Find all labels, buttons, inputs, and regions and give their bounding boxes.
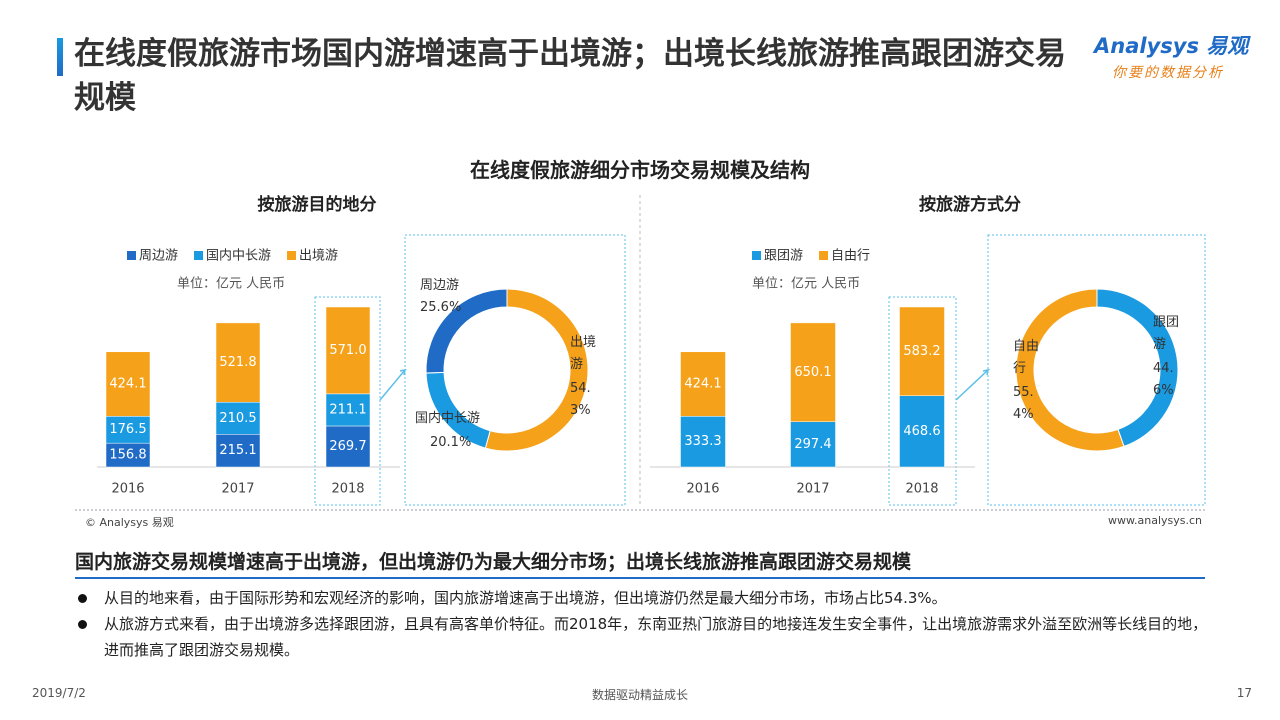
slice-value: 55.4%: [1013, 385, 1034, 422]
legend-swatch: [287, 251, 297, 260]
website: www.analysys.cn: [1108, 514, 1202, 527]
data-label: 210.5: [219, 411, 256, 426]
legend-label: 自由行: [831, 249, 870, 264]
chart-title: 按旅游目的地分: [258, 194, 377, 215]
slide-title: 在线度假旅游市场国内游增速高于出境游；出境长线旅游推高跟团游交易规模: [74, 36, 1066, 116]
bar-segment: [680, 416, 726, 468]
slice-label: 国内中长游: [415, 411, 481, 426]
bullet-dot: [78, 594, 87, 603]
data-label: 521.8: [219, 355, 256, 370]
bar-segment: [325, 393, 371, 427]
x-tick-label: 2018: [331, 482, 364, 497]
slice-value: 20.1%: [430, 435, 472, 450]
bullet-item: 从目的地来看，由于国际形势和宏观经济的影响，国内旅游增速高于出境游，但出境游仍然…: [78, 585, 1213, 611]
slice-label: 周边游: [420, 278, 460, 293]
donut-slice: [425, 288, 508, 374]
slice-label: 出境游: [570, 335, 597, 372]
bullet-text: 从目的地来看，由于国际形势和宏观经济的影响，国内旅游增速高于出境游，但出境游仍然…: [104, 589, 947, 607]
slice-value: 44.6%: [1153, 361, 1174, 398]
bar-segment: [680, 351, 726, 417]
slice-label: 自由行: [1013, 339, 1040, 376]
bar-segment: [325, 306, 371, 395]
data-label: 468.6: [903, 424, 940, 439]
section-title: 在线度假旅游细分市场交易规模及结构: [470, 158, 810, 182]
data-label: 424.1: [684, 377, 721, 392]
legend-swatch: [194, 251, 204, 260]
legend-label: 跟团游: [764, 249, 803, 264]
data-label: 571.0: [329, 343, 366, 358]
x-tick-label: 2016: [111, 482, 144, 497]
bar-segment: [215, 322, 261, 403]
bullet-item: 从旅游方式来看，由于出境游多选择跟团游，且具有高客单价特征。而2018年，东南亚…: [78, 611, 1213, 663]
unit-label: 单位：亿元 人民币: [177, 277, 285, 292]
bar-segment: [215, 402, 261, 435]
x-tick-label: 2016: [686, 482, 719, 497]
bar-segment: [105, 416, 151, 444]
highlight-box: [987, 234, 1206, 506]
x-tick-label: 2017: [221, 482, 254, 497]
bar-segment: [325, 425, 371, 468]
slice-value: 54.3%: [570, 381, 591, 418]
bar-segment: [899, 395, 945, 468]
highlight-box: [314, 296, 381, 506]
x-tick-label: 2018: [905, 482, 938, 497]
data-label: 215.1: [219, 443, 256, 458]
bar-segment: [215, 434, 261, 468]
data-label: 297.4: [794, 437, 831, 452]
bar-segment: [899, 306, 945, 396]
data-label: 650.1: [794, 365, 831, 380]
slice-value: 25.6%: [420, 300, 462, 315]
data-label: 269.7: [329, 439, 366, 454]
logo-slogan: 你要的数据分析: [1112, 65, 1224, 81]
title-accent: [57, 38, 63, 76]
legend-swatch: [819, 251, 829, 260]
footer-slogan: 数据驱动精益成长: [591, 688, 688, 702]
bullet-text: 从旅游方式来看，由于出境游多选择跟团游，且具有高客单价特征。而2018年，东南亚…: [104, 615, 1208, 659]
logo: Analysys 易观: [1094, 34, 1249, 58]
data-label: 156.8: [109, 448, 146, 463]
slice-label: 跟团游: [1153, 315, 1180, 352]
bar-segment: [790, 421, 836, 468]
highlight-box: [888, 296, 957, 506]
summary-title: 国内旅游交易规模增速高于出境游，但出境游仍为最大细分市场；出境长线旅游推高跟团游…: [75, 551, 912, 573]
bar-segment: [105, 351, 151, 417]
summary-underline: [75, 577, 1205, 579]
bar-segment: [790, 322, 836, 423]
data-label: 424.1: [109, 377, 146, 392]
legend-swatch: [127, 251, 136, 260]
data-label: 583.2: [903, 344, 940, 359]
donut-slice: [1015, 288, 1125, 452]
arrow: [955, 368, 991, 401]
x-tick-label: 2017: [796, 482, 829, 497]
legend-label: 出境游: [299, 249, 338, 264]
footer-date: 2019/7/2: [32, 686, 86, 700]
page-number: 17: [1236, 686, 1252, 700]
unit-label: 单位：亿元 人民币: [752, 277, 860, 292]
data-label: 176.5: [109, 422, 146, 437]
legend-label: 国内中长游: [206, 248, 271, 264]
chart-title: 按旅游方式分: [919, 194, 1021, 215]
source: © Analysys 易观: [85, 516, 174, 529]
legend-swatch: [752, 251, 761, 260]
data-label: 333.3: [684, 434, 721, 449]
bullet-dot: [78, 620, 87, 629]
arrow: [379, 368, 407, 401]
data-label: 211.1: [329, 402, 366, 417]
legend-label: 周边游: [139, 249, 178, 264]
bullet-list: 从目的地来看，由于国际形势和宏观经济的影响，国内旅游增速高于出境游，但出境游仍然…: [78, 585, 1213, 663]
